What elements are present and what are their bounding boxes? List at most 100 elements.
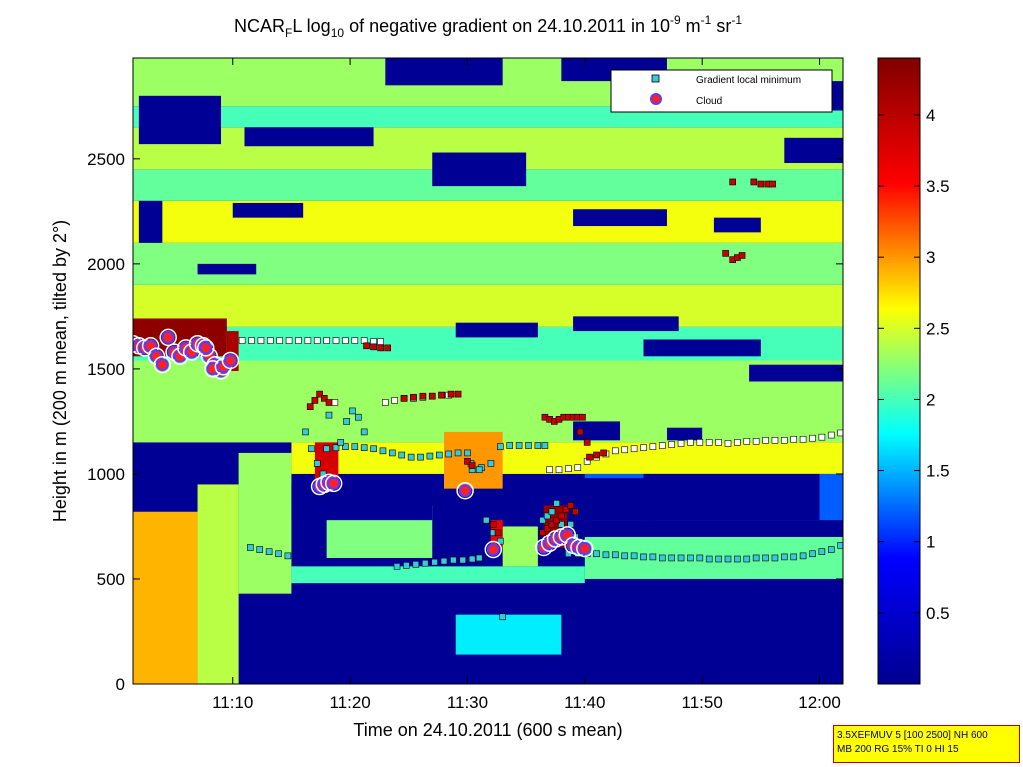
field-zone: [502, 526, 538, 567]
minimum-marker: [497, 537, 504, 545]
minimum-marker: [565, 465, 572, 472]
minimum-marker: [762, 437, 769, 444]
title-part: sr: [711, 16, 731, 36]
upper-minimum-marker: [750, 178, 758, 186]
minimum-marker: [332, 444, 340, 451]
field-band: [133, 242, 843, 285]
minimum-marker: [256, 546, 264, 553]
upper-minimum-marker: [311, 397, 319, 404]
minimum-marker: [534, 442, 542, 449]
title-part: L log: [292, 16, 330, 36]
upper-minimum-marker: [468, 462, 476, 469]
field-zone: [133, 511, 198, 684]
cloud-marker-halo: [159, 328, 177, 347]
y-tick-label: 1500: [87, 360, 125, 379]
minimum-marker: [809, 550, 816, 558]
minimum-marker: [621, 446, 629, 454]
minimum-marker: [370, 445, 377, 453]
minimum-marker: [790, 435, 798, 443]
minimum-marker: [407, 453, 415, 461]
upper-minimum-marker: [428, 392, 436, 400]
minimum-marker: [781, 553, 788, 561]
field-hole: [666, 427, 703, 441]
minimum-marker: [724, 440, 732, 447]
minimum-marker: [621, 552, 629, 560]
minimum-marker: [343, 418, 350, 425]
colorbar-tick-label: 2.5: [926, 319, 950, 338]
title-part: m: [681, 16, 701, 36]
minimum-marker: [593, 550, 600, 558]
field-zone: [197, 484, 239, 684]
minimum-marker: [475, 466, 483, 474]
minimum-marker: [308, 445, 315, 453]
cloud-marker-halo: [484, 540, 503, 559]
minimum-marker: [323, 337, 330, 344]
minimum-marker: [238, 337, 246, 344]
upper-minimum-marker: [729, 178, 736, 186]
minimum-marker: [247, 544, 254, 551]
x-axis-ticks: 11:10 11:20 11:30 11:40 11:50 12:00: [212, 58, 841, 712]
minimum-marker: [355, 413, 362, 421]
upper-minimum-marker: [583, 439, 591, 446]
legend-marker-square: [651, 74, 660, 83]
minimum-marker: [543, 512, 551, 520]
minimum-marker: [677, 554, 685, 562]
minimum-marker: [705, 439, 713, 446]
y-axis-label: Height in m (200 m mean, tilted by 2°): [50, 220, 70, 522]
cloud-marker: [155, 358, 169, 372]
minimum-marker: [487, 460, 495, 467]
legend-box: [610, 69, 833, 113]
field-hole: [232, 202, 304, 218]
upper-minimum-marker: [419, 392, 427, 400]
x-tick-label: 11:10: [212, 693, 253, 712]
y-tick-label: 0: [116, 675, 125, 694]
minimum-marker: [393, 563, 401, 570]
minimum-marker: [715, 439, 722, 446]
minimum-marker: [285, 337, 293, 344]
minimum-marker: [325, 411, 333, 419]
minimum-marker: [724, 555, 732, 563]
upper-minimum-marker: [586, 453, 593, 461]
y-tick-label: 1000: [87, 465, 125, 484]
minimum-marker: [403, 562, 410, 569]
upper-minimum-marker: [363, 342, 370, 350]
upper-minimum-marker: [579, 413, 586, 421]
minimum-marker: [497, 443, 504, 450]
minimum-marker: [546, 466, 553, 474]
upper-minimum-marker: [738, 252, 746, 259]
minimum-marker: [468, 555, 476, 563]
colorbar: [877, 57, 921, 685]
field-hole: [138, 95, 222, 145]
cloud-marker-halo: [324, 474, 343, 493]
x-tick-label: 11:20: [329, 693, 370, 712]
field-hole: [643, 339, 761, 357]
minimum-marker: [421, 559, 429, 567]
minimum-marker: [377, 338, 384, 345]
cloud-marker: [223, 353, 237, 367]
cloud-marker: [486, 543, 500, 557]
minimum-marker: [398, 451, 406, 459]
cloud-marker: [199, 341, 213, 355]
minimum-marker: [337, 439, 345, 446]
minimum-marker: [331, 399, 339, 406]
minimum-marker: [525, 442, 532, 449]
minimum-marker: [752, 554, 760, 562]
minimum-marker: [541, 442, 549, 449]
legend: Gradient local minimum Cloud: [610, 69, 833, 113]
minimum-marker: [313, 337, 321, 344]
minimum-marker: [602, 551, 610, 559]
minimum-marker: [351, 443, 359, 450]
colorbar-tick-label: 1.5: [926, 462, 950, 481]
colorbar-tick-label: 3: [926, 248, 935, 267]
field-hole: [573, 316, 679, 332]
field-hole: [713, 217, 761, 233]
legend-label-cloud: Cloud: [696, 96, 722, 107]
cloud-marker-halo: [221, 351, 240, 370]
minimum-marker: [412, 560, 420, 568]
upper-minimum-marker: [539, 529, 546, 537]
upper-minimum-marker: [325, 399, 333, 406]
minimum-marker: [417, 453, 424, 461]
minimum-marker: [450, 556, 457, 564]
minimum-marker: [553, 500, 560, 507]
